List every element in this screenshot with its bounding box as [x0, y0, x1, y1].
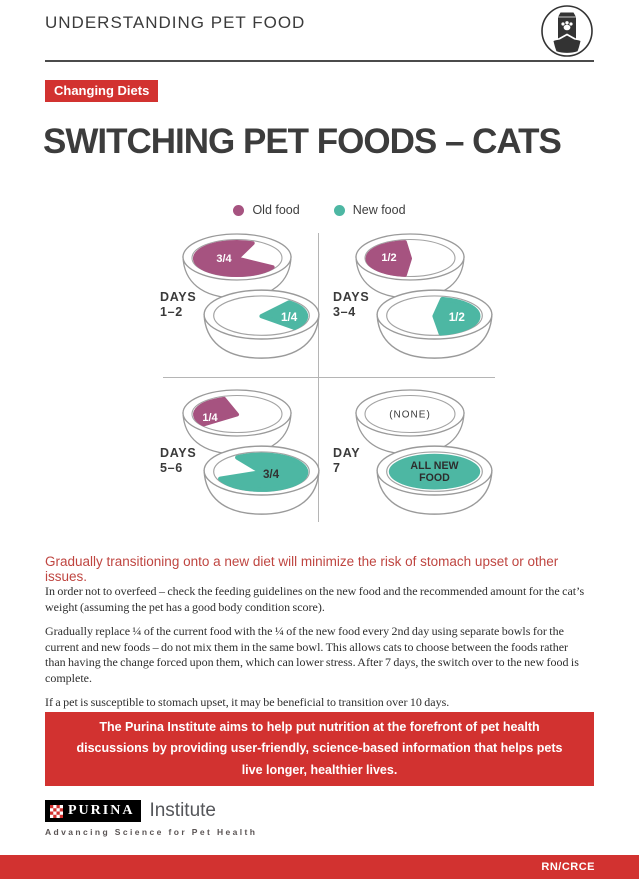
- page-header-title: UNDERSTANDING PET FOOD: [45, 13, 306, 32]
- old-food-dot-icon: [233, 204, 245, 216]
- bowl-amount-label: 1/2: [381, 252, 396, 264]
- bowl-new-food: 1/2: [376, 289, 493, 359]
- bowl-old-food: 1/4: [182, 389, 292, 455]
- day-word: DAYS: [160, 290, 197, 304]
- day-word: DAYS: [333, 290, 370, 304]
- day-range: 5–6: [160, 461, 183, 475]
- old-food-wedge: [193, 239, 275, 277]
- bowl-new-food: 3/4: [203, 445, 320, 515]
- legend-label-new-food: New food: [352, 203, 406, 217]
- new-food-wedge: [218, 452, 309, 492]
- footer-bar: RN/CRCE: [0, 855, 639, 879]
- bowl-empty: (NONE): [355, 389, 465, 455]
- purina-institute-callout: The Purina Institute aims to help put nu…: [45, 712, 594, 786]
- purina-brand-text: PURINA: [68, 803, 135, 818]
- purina-logo-box: PURINA: [45, 800, 142, 822]
- old-food-wedge: [193, 396, 239, 427]
- new-food-fill: [388, 453, 481, 490]
- footer-code: RN/CRCE: [541, 861, 595, 873]
- bowl-old-food: 3/4: [182, 233, 292, 299]
- day-label: DAYS 3–4: [333, 290, 369, 320]
- new-food-dot-icon: [333, 204, 345, 216]
- legend-label-old-food: Old food: [252, 203, 300, 217]
- logo-tagline: Advancing Science for Pet Health: [45, 827, 258, 837]
- old-food-wedge: [365, 240, 412, 277]
- diagram-quadrant-day-7: (NONE) ALL NEW FOOD DAY 7: [321, 384, 495, 532]
- bowl-amount-label: 1/2: [449, 311, 466, 324]
- bowl-amount-label: FOOD: [419, 472, 450, 484]
- bowl-amount-label: 3/4: [263, 468, 280, 481]
- bowl-amount-label: 1/4: [281, 311, 298, 324]
- pet-food-bag-and-bowl-icon: [539, 3, 595, 59]
- legend-item-old-food: Old food: [233, 203, 300, 217]
- transition-diagram: 3/4 1/4 DAYS 1–2 1/2 1/2 DAYS 3–4 1/4 3/4 DAYS 5–6(…: [148, 228, 496, 528]
- diagram-quadrant-days-3–4: 1/2 1/2 DAYS 3–4: [321, 228, 495, 376]
- diagram-horizontal-divider: [163, 377, 495, 378]
- legend: Old food New food: [0, 203, 639, 217]
- institute-text: Institute: [149, 800, 216, 821]
- day-word: DAY: [333, 446, 361, 460]
- day-label: DAYS 5–6: [160, 446, 196, 476]
- paragraph-1: In order not to overfeed – check the fee…: [45, 584, 585, 614]
- new-food-wedge: [432, 296, 481, 336]
- pet-food-icon-svg: [541, 5, 593, 57]
- diagram-quadrant-days-1–2: 3/4 1/4 DAYS 1–2: [148, 228, 322, 376]
- bowl-new-food: 1/4: [203, 289, 320, 359]
- bowl-amount-label: 1/4: [202, 412, 218, 424]
- purina-institute-logo: PURINA Institute Advancing Science for P…: [45, 800, 257, 837]
- new-food-wedge: [259, 300, 309, 330]
- purina-checkerboard-icon: [50, 804, 63, 818]
- bowl-amount-label: ALL NEW: [410, 460, 458, 472]
- paragraph-2: Gradually replace ¼ of the current food …: [45, 624, 579, 685]
- day-word: DAYS: [160, 446, 197, 460]
- bowl-old-food: 1/2: [355, 233, 465, 299]
- header-divider: [45, 60, 594, 62]
- body-text: In order not to overfeed – check the fee…: [45, 584, 590, 720]
- changing-diets-badge: Changing Diets: [45, 80, 159, 102]
- bowl-amount-label: 3/4: [216, 253, 232, 265]
- day-range: 7: [333, 461, 341, 475]
- paragraph-3: If a pet is susceptible to stomach upset…: [45, 695, 450, 709]
- day-label: DAYS 1–2: [160, 290, 196, 320]
- diagram-quadrant-days-5–6: 1/4 3/4 DAYS 5–6: [148, 384, 322, 532]
- highlight-sentence: Gradually transitioning onto a new diet …: [45, 554, 559, 584]
- day-label: DAY 7: [333, 446, 360, 476]
- page-title: SWITCHING PET FOODS – CATS: [43, 122, 562, 161]
- legend-item-new-food: New food: [333, 203, 406, 217]
- day-range: 3–4: [333, 305, 356, 319]
- day-range: 1–2: [160, 305, 183, 319]
- bowl-amount-label: (NONE): [389, 410, 431, 421]
